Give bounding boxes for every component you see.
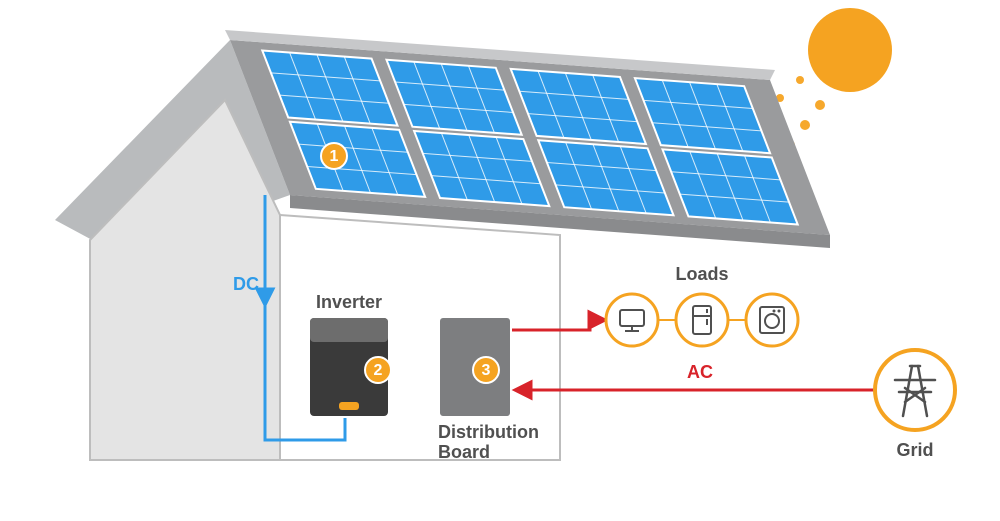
dc-label: DC xyxy=(233,274,259,294)
distribution-board-label-1: Distribution xyxy=(438,422,539,442)
solar-diagram: DC Inverter Distribution Board AC Loads … xyxy=(0,0,1000,521)
distribution-board-label-2: Board xyxy=(438,442,490,462)
badge-3: 3 xyxy=(473,357,499,383)
inverter-label: Inverter xyxy=(316,292,382,312)
loads-group: Loads xyxy=(606,264,798,346)
load-computer-icon xyxy=(606,294,658,346)
svg-text:2: 2 xyxy=(374,362,383,379)
grid-label: Grid xyxy=(896,440,933,460)
grid: Grid xyxy=(875,350,955,460)
ac-label: AC xyxy=(687,362,713,382)
svg-text:3: 3 xyxy=(482,362,491,379)
svg-text:1: 1 xyxy=(330,148,339,165)
load-washer-icon xyxy=(746,294,798,346)
inverter: Inverter xyxy=(310,292,388,416)
badge-1: 1 xyxy=(321,143,347,169)
badge-2: 2 xyxy=(365,357,391,383)
load-fridge-icon xyxy=(676,294,728,346)
loads-label: Loads xyxy=(675,264,728,284)
